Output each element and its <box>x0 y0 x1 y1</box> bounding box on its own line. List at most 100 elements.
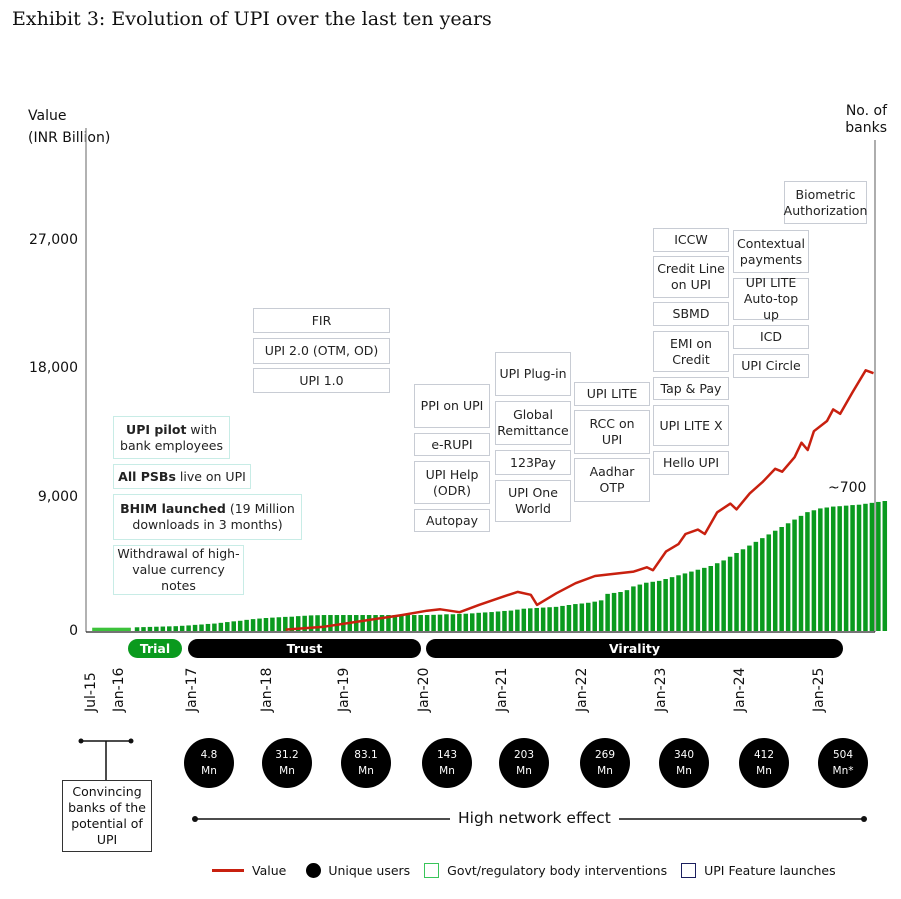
bank-bar <box>444 614 449 631</box>
legend-item-govt: Govt/regulatory body interventions <box>424 863 667 878</box>
feature-box: UPI LITE X <box>653 405 729 446</box>
bank-bar <box>734 553 739 631</box>
legend-label: Value <box>252 863 287 878</box>
banks-annotation: ~700 <box>828 480 867 496</box>
bank-bar <box>876 501 881 631</box>
bank-bar <box>205 623 211 631</box>
users-unit: Mn <box>676 765 692 777</box>
y-axis-label-line2: (INR Billion) <box>28 130 111 146</box>
feature-box: UPI Circle <box>733 354 809 378</box>
users-value: 269 <box>594 749 616 761</box>
users-value: 31.2 <box>275 749 299 761</box>
users-value: 340 <box>673 749 695 761</box>
bank-bar <box>263 618 269 631</box>
legend-navy-box-swatch <box>681 863 697 878</box>
bank-bar <box>289 616 295 631</box>
bank-bar <box>366 615 372 631</box>
bank-bar <box>141 627 146 631</box>
legend-green-box-swatch <box>424 863 440 878</box>
bank-bar <box>579 603 585 631</box>
y2-axis-label-line2: banks <box>845 120 887 136</box>
bank-bar-trial <box>92 627 131 631</box>
bank-bar <box>598 600 604 631</box>
govt-box-demonetisation: Withdrawal of high-value currency notes <box>113 545 244 595</box>
phase-virality: Virality <box>426 639 843 658</box>
bank-bar <box>702 567 707 631</box>
bank-bar <box>573 604 578 631</box>
bank-bar <box>154 626 159 631</box>
network-effect-end-dot <box>861 816 867 822</box>
y-axis-label-line1: Value <box>28 108 67 124</box>
bank-bar <box>192 624 198 631</box>
bank-bar <box>605 593 610 631</box>
legend-label: Unique users <box>328 863 411 878</box>
bank-bar <box>160 626 166 631</box>
bank-bar <box>689 571 694 631</box>
bank-bar <box>431 614 436 631</box>
govt-box-bold: UPI pilot <box>126 421 187 437</box>
bank-bar <box>424 615 430 631</box>
bank-bar <box>837 506 842 631</box>
bank-bar <box>244 619 249 631</box>
bank-bar <box>418 615 423 631</box>
users-unit: Mn <box>516 765 532 777</box>
users-unit: Mn <box>439 765 455 777</box>
legend: Value Unique users Govt/regulatory body … <box>212 863 850 878</box>
bank-bar <box>624 590 630 631</box>
bank-bar <box>843 505 849 631</box>
bank-bar <box>147 626 153 631</box>
feature-box: UPI Plug-in <box>495 352 571 396</box>
bank-bar <box>502 610 507 631</box>
bank-bar <box>856 504 862 631</box>
x-tick-label: Jan-20 <box>416 667 432 712</box>
bank-bar <box>727 556 733 631</box>
feature-box: UPI 2.0 (OTM, OD) <box>253 338 390 364</box>
bank-bar <box>295 616 301 631</box>
feature-box: RCC on UPI <box>574 410 650 454</box>
bank-bar <box>760 538 765 631</box>
bank-bar <box>534 607 539 631</box>
bank-bar <box>392 615 398 631</box>
bank-bar <box>495 611 501 631</box>
bank-bar <box>830 506 836 631</box>
users-value: 504 <box>832 749 854 761</box>
bank-bar <box>708 566 714 631</box>
govt-box-bold: BHIM launched <box>120 501 226 516</box>
govt-box-text: with bank employees <box>120 421 223 453</box>
users-unit: Mn <box>597 765 613 777</box>
bank-bar <box>811 510 817 631</box>
users-unit: Mn <box>279 765 295 777</box>
network-effect-label: High network effect <box>450 809 619 827</box>
bank-bar <box>179 625 185 631</box>
users-bubble: 4.8 Mn <box>184 738 234 788</box>
y-tick-label: 0 <box>69 623 78 639</box>
bank-bar <box>644 582 649 631</box>
x-tick-label: Jan-21 <box>494 667 510 712</box>
feature-box: e-RUPI <box>414 433 490 456</box>
bank-bar <box>405 615 411 631</box>
bank-bar <box>225 622 230 631</box>
govt-box-text: live on UPI <box>175 468 246 484</box>
feature-box: Hello UPI <box>653 451 729 475</box>
bank-bar <box>457 613 462 631</box>
bank-bar <box>270 617 275 631</box>
feature-box: UPI LITE Auto-top up <box>733 275 809 322</box>
bank-bar <box>276 617 282 631</box>
bracket-dot <box>78 738 84 744</box>
bank-bar <box>463 613 469 631</box>
feature-box: UPI One World <box>495 480 571 522</box>
feature-box: Contextual payments <box>733 230 809 273</box>
bank-bar <box>515 609 520 631</box>
bank-bar <box>618 592 623 631</box>
bracket-dot <box>128 738 134 744</box>
bank-bar <box>489 612 494 631</box>
x-tick-label: Jan-22 <box>574 667 590 712</box>
bank-bar <box>714 563 720 631</box>
users-bubble: 340 Mn <box>659 738 709 788</box>
bank-bar <box>186 625 191 631</box>
bank-bar <box>328 615 333 631</box>
bank-bar <box>173 626 178 631</box>
bank-bar <box>315 615 320 631</box>
legend-item-value: Value <box>212 863 286 878</box>
feature-box: SBMD <box>653 302 729 326</box>
